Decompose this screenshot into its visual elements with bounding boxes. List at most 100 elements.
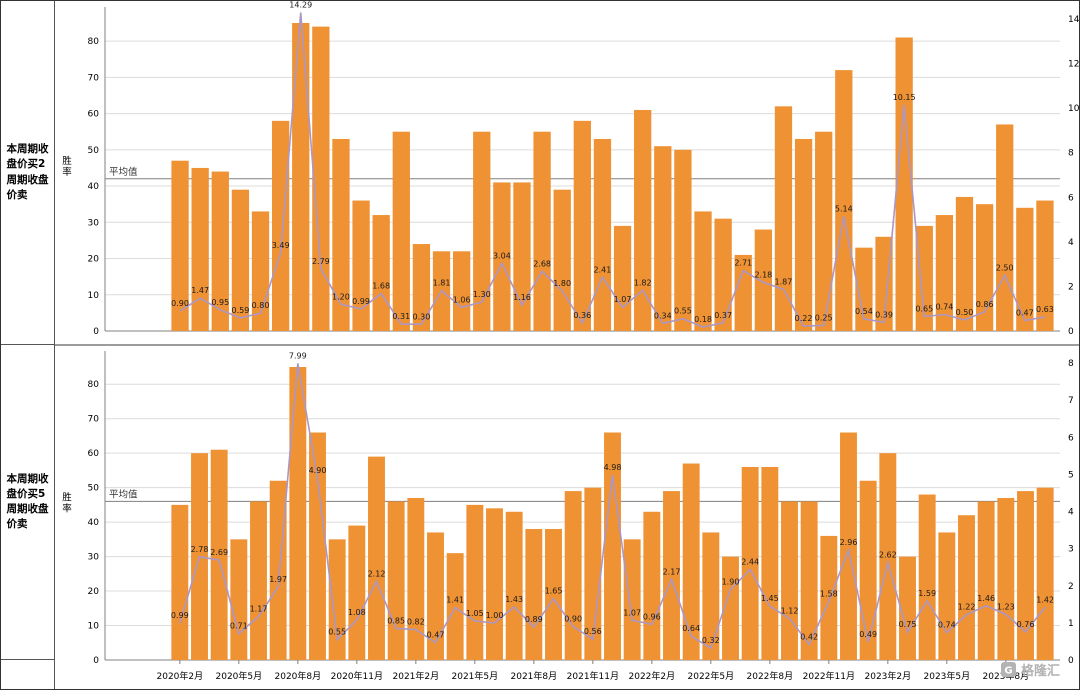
svg-text:3.04: 3.04 <box>493 251 511 260</box>
row-label-column: 本周期收盘价买2周期收盘价卖 本周期收盘价买5周期收盘价卖 <box>1 1 55 689</box>
svg-text:2.96: 2.96 <box>840 538 858 547</box>
svg-text:平均值: 平均值 <box>109 166 138 178</box>
svg-text:4: 4 <box>1068 508 1074 518</box>
svg-text:1.87: 1.87 <box>775 277 793 286</box>
svg-text:0.49: 0.49 <box>859 630 877 639</box>
gelonghui-watermark: G 格隆汇 <box>1001 662 1060 679</box>
svg-text:1.81: 1.81 <box>433 279 451 288</box>
row-label-top-text: 本周期收盘价买2周期收盘价卖 <box>6 143 49 201</box>
svg-text:0: 0 <box>93 327 99 337</box>
svg-text:2.18: 2.18 <box>754 270 772 279</box>
svg-text:0.76: 0.76 <box>1017 620 1035 629</box>
svg-text:2021年8月: 2021年8月 <box>511 670 558 682</box>
svg-text:40: 40 <box>88 182 100 192</box>
svg-text:胜: 胜 <box>62 156 72 167</box>
svg-text:2.71: 2.71 <box>734 259 752 268</box>
svg-text:2021年11月: 2021年11月 <box>567 670 619 682</box>
svg-text:0.90: 0.90 <box>171 299 189 308</box>
svg-text:0.82: 0.82 <box>407 618 425 627</box>
svg-text:1.43: 1.43 <box>505 595 523 604</box>
svg-text:10: 10 <box>88 622 100 632</box>
svg-text:6: 6 <box>1068 193 1074 203</box>
svg-text:2022年11月: 2022年11月 <box>803 670 855 682</box>
svg-text:1.90: 1.90 <box>722 577 740 586</box>
svg-text:10.15: 10.15 <box>893 93 916 102</box>
svg-text:0.55: 0.55 <box>328 628 346 637</box>
svg-text:2020年5月: 2020年5月 <box>216 670 263 682</box>
svg-text:4.90: 4.90 <box>309 466 327 475</box>
svg-text:0.86: 0.86 <box>976 300 994 309</box>
svg-text:0.25: 0.25 <box>815 313 833 322</box>
svg-text:0.75: 0.75 <box>899 620 917 629</box>
svg-text:1.80: 1.80 <box>553 279 571 288</box>
svg-text:4: 4 <box>1068 238 1074 248</box>
svg-text:2.78: 2.78 <box>191 545 209 554</box>
svg-text:2.79: 2.79 <box>312 257 330 266</box>
svg-text:0.95: 0.95 <box>211 298 229 307</box>
svg-text:80: 80 <box>88 37 100 47</box>
svg-text:1.42: 1.42 <box>1036 595 1054 604</box>
x-axis-labels: 2020年2月 2020年5月 2020年8月 2020年11月 2021年2月 2021… <box>157 660 1029 682</box>
svg-text:0.71: 0.71 <box>230 622 248 631</box>
svg-text:2021年5月: 2021年5月 <box>452 670 499 682</box>
svg-text:1.30: 1.30 <box>473 290 491 299</box>
svg-text:0: 0 <box>93 656 99 666</box>
svg-text:14.29: 14.29 <box>289 1 312 10</box>
svg-text:1.45: 1.45 <box>761 594 779 603</box>
svg-text:70: 70 <box>88 73 100 83</box>
svg-text:率: 率 <box>62 166 72 178</box>
svg-text:1.00: 1.00 <box>486 611 504 620</box>
svg-text:5: 5 <box>1068 470 1074 480</box>
svg-text:2023年5月: 2023年5月 <box>924 670 971 682</box>
svg-text:1.82: 1.82 <box>634 278 652 287</box>
svg-text:2.41: 2.41 <box>594 265 612 274</box>
svg-text:30: 30 <box>88 553 100 563</box>
svg-text:4.98: 4.98 <box>604 463 622 472</box>
svg-text:2021年2月: 2021年2月 <box>393 670 440 682</box>
svg-text:1.12: 1.12 <box>781 606 799 615</box>
svg-text:0.74: 0.74 <box>935 303 953 312</box>
svg-text:1.58: 1.58 <box>820 589 838 598</box>
svg-text:2.62: 2.62 <box>879 551 897 560</box>
svg-text:0.64: 0.64 <box>682 624 700 633</box>
svg-text:0.54: 0.54 <box>855 307 873 316</box>
svg-text:0.30: 0.30 <box>413 312 431 321</box>
svg-text:5.14: 5.14 <box>835 204 853 213</box>
svg-text:3: 3 <box>1068 545 1074 555</box>
gelonghui-logo-icon <box>1001 662 1016 677</box>
svg-text:0.39: 0.39 <box>875 310 893 319</box>
svg-text:0.22: 0.22 <box>795 314 813 323</box>
svg-text:0.47: 0.47 <box>1016 309 1034 318</box>
top-line-labels: 0.901.470.950.590.80 3.49 14.29 2.79 1.200.9… <box>171 1 1054 324</box>
svg-text:0.42: 0.42 <box>800 632 818 641</box>
svg-text:率: 率 <box>62 503 72 515</box>
svg-text:10: 10 <box>1068 104 1079 114</box>
svg-text:平均值: 平均值 <box>109 488 138 500</box>
svg-text:1.47: 1.47 <box>191 286 209 295</box>
svg-text:0.96: 0.96 <box>643 612 661 621</box>
svg-text:1.07: 1.07 <box>614 295 632 304</box>
svg-text:0.85: 0.85 <box>387 616 405 625</box>
svg-text:0.56: 0.56 <box>584 627 602 636</box>
bottom-line-labels: 0.99 2.78 2.69 0.711.17 1.97 7.99 4.90 0.55 1.08… <box>171 351 1054 645</box>
svg-text:2022年8月: 2022年8月 <box>747 670 794 682</box>
svg-text:1.08: 1.08 <box>348 608 366 617</box>
svg-text:1.17: 1.17 <box>250 605 268 614</box>
top-bars <box>171 23 1054 332</box>
svg-text:2022年2月: 2022年2月 <box>629 670 676 682</box>
svg-text:2.68: 2.68 <box>533 259 551 268</box>
svg-text:1.16: 1.16 <box>513 293 531 302</box>
svg-text:2.69: 2.69 <box>210 548 228 557</box>
svg-text:80: 80 <box>88 380 100 390</box>
svg-text:40: 40 <box>88 518 100 528</box>
svg-text:0.99: 0.99 <box>352 297 370 306</box>
svg-text:0.31: 0.31 <box>392 312 410 321</box>
svg-text:8: 8 <box>1068 149 1074 159</box>
svg-text:2.17: 2.17 <box>663 567 681 576</box>
svg-text:格隆汇: 格隆汇 <box>1021 663 1060 679</box>
svg-text:2: 2 <box>1068 582 1074 592</box>
svg-text:0.74: 0.74 <box>938 621 956 630</box>
